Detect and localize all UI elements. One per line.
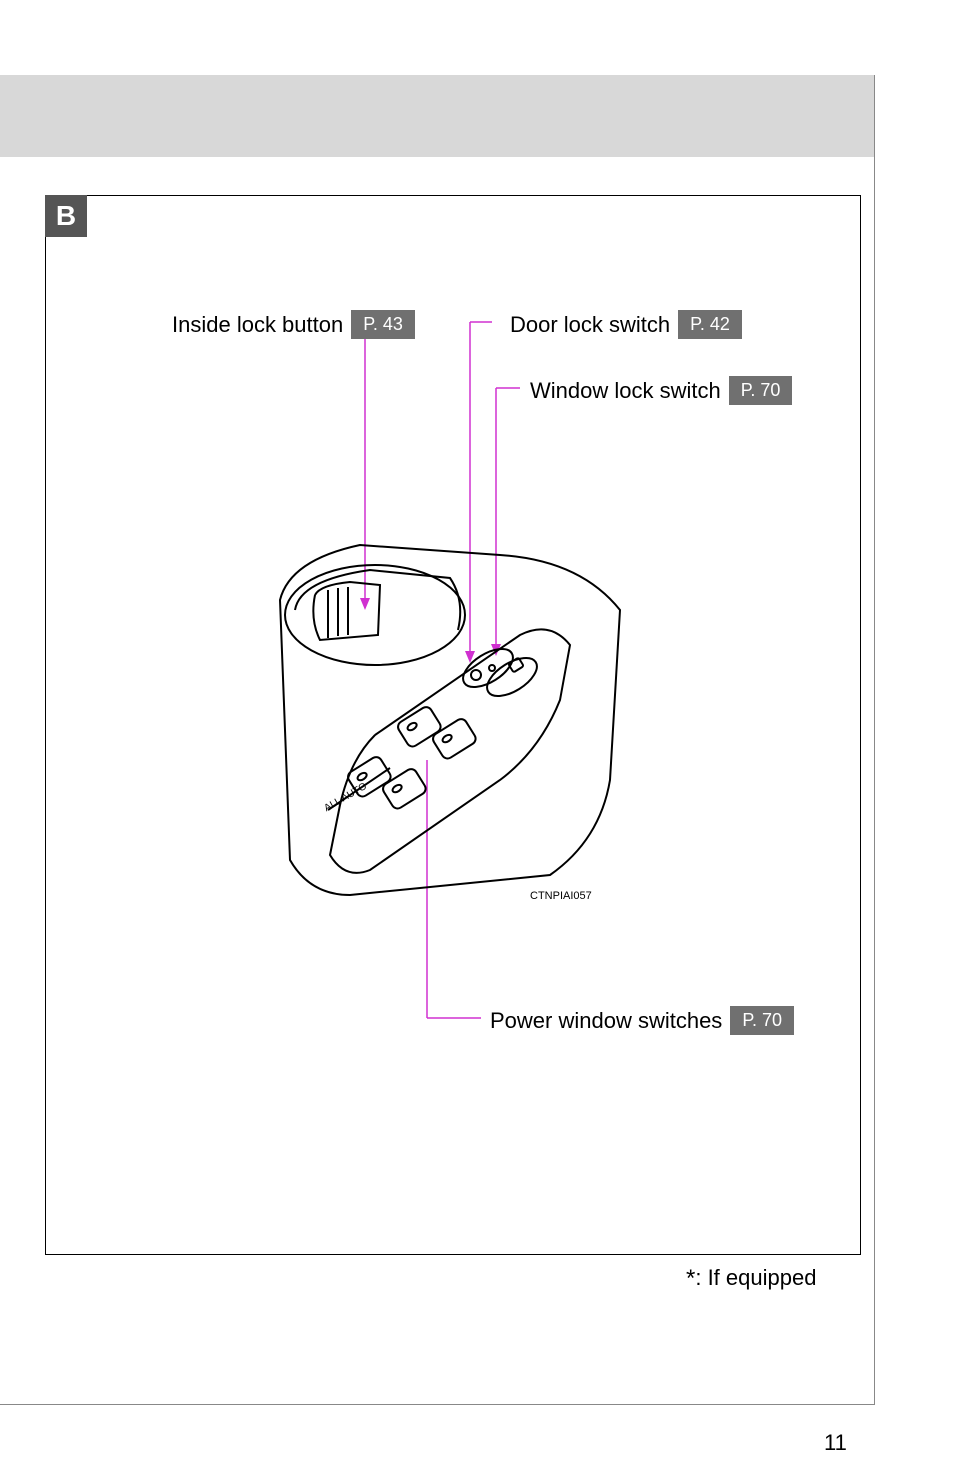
page-ref-badge[interactable]: P. 43 xyxy=(351,310,415,339)
diagram-code: CTNPIAI057 xyxy=(530,890,592,902)
asterisk-icon: * xyxy=(686,1265,695,1292)
footnote-text: : If equipped xyxy=(695,1265,816,1290)
page-ref-badge[interactable]: P. 70 xyxy=(729,376,793,405)
label-text: Inside lock button xyxy=(172,312,343,338)
label-text: Window lock switch xyxy=(530,378,721,404)
label-text: Power window switches xyxy=(490,1008,722,1034)
power-window-label: Power window switches P. 70 xyxy=(490,1006,794,1035)
label-text: Door lock switch xyxy=(510,312,670,338)
inside-lock-label: Inside lock button P. 43 xyxy=(172,310,415,339)
window-lock-label: Window lock switch P. 70 xyxy=(530,376,792,405)
door-lock-label: Door lock switch P. 42 xyxy=(510,310,742,339)
page-ref-badge[interactable]: P. 42 xyxy=(678,310,742,339)
page-ref-badge[interactable]: P. 70 xyxy=(730,1006,794,1035)
footnote: *: If equipped xyxy=(686,1265,816,1293)
page-number: 11 xyxy=(824,1430,847,1456)
door-panel-diagram xyxy=(240,500,660,920)
section-badge: B xyxy=(45,195,87,237)
